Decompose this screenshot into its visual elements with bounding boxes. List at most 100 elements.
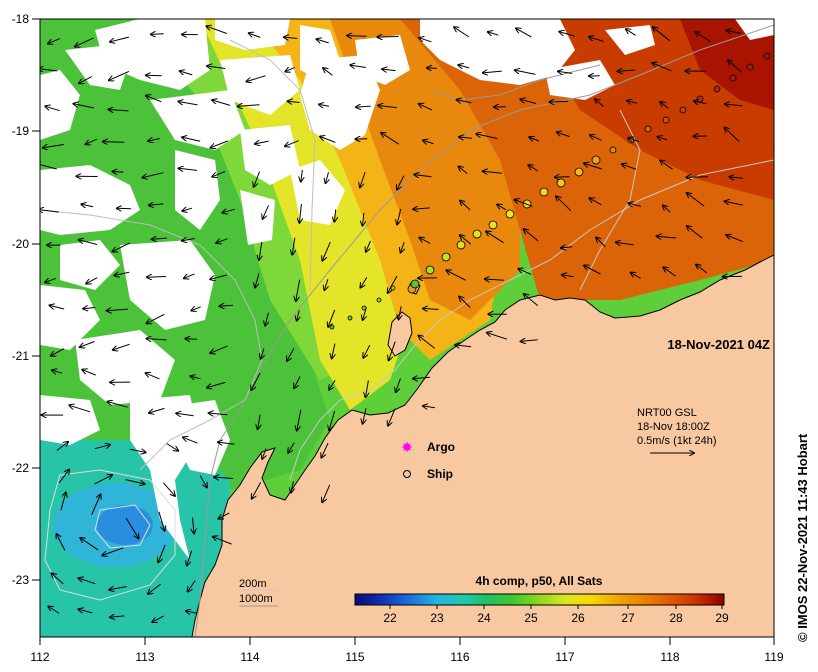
current-vector-arrow	[317, 39, 329, 43]
current-vector-arrow	[414, 175, 432, 177]
current-vector-arrow	[212, 171, 226, 177]
lat-tick-label: -22	[12, 461, 30, 475]
current-vector-arrow	[476, 134, 498, 139]
lon-tick-label: 113	[135, 650, 154, 664]
current-vector-arrow	[57, 534, 66, 551]
current-vector-arrow	[262, 448, 266, 459]
current-vector-arrow	[130, 449, 146, 452]
current-vector-arrow	[694, 101, 707, 104]
current-vector-arrow	[40, 69, 58, 71]
current-vector-arrow	[108, 402, 128, 408]
current-vector-arrow	[663, 267, 676, 277]
current-vector-arrow	[80, 538, 99, 551]
current-vector-arrow	[419, 336, 436, 349]
current-vector-arrow	[524, 294, 539, 306]
current-vector-arrow	[79, 609, 93, 613]
current-vector-arrow	[40, 210, 59, 213]
current-vector-arrow	[294, 376, 301, 389]
current-vector-arrow	[261, 348, 264, 359]
current-vector-arrow	[297, 310, 300, 320]
current-vector-arrow	[265, 312, 268, 326]
current-vector-arrow	[199, 475, 207, 488]
current-vector-arrow	[728, 60, 742, 73]
ship-position	[456, 240, 466, 250]
current-vector-arrow	[183, 437, 198, 444]
current-vector-arrow	[555, 177, 570, 178]
current-vector-arrow	[377, 37, 399, 38]
plot-frame	[39, 18, 775, 638]
current-vector-arrow	[214, 477, 234, 478]
current-vector-arrow	[110, 616, 125, 617]
current-vector-arrow	[427, 68, 437, 69]
current-vector-arrow	[211, 140, 228, 148]
current-vector-arrow	[486, 231, 504, 244]
current-vector-arrow	[457, 100, 472, 103]
current-vector-arrow	[163, 482, 175, 496]
current-vector-arrow	[110, 36, 130, 42]
current-vector-arrow	[296, 279, 301, 301]
current-vector-arrow	[328, 309, 336, 327]
ship-position	[662, 116, 670, 124]
colorbar-tick-label: 26	[571, 611, 585, 625]
current-vector-arrow	[321, 442, 329, 458]
current-vector-arrow	[657, 236, 677, 238]
current-vector-arrow	[207, 381, 226, 387]
current-vector-arrow	[52, 573, 64, 585]
current-vector-arrow	[112, 242, 131, 252]
current-vector-arrow	[210, 274, 227, 279]
current-vector-arrow	[521, 340, 538, 342]
current-vector-arrow	[399, 306, 402, 319]
current-vector-arrow	[182, 239, 195, 241]
current-vector-arrow	[182, 137, 201, 142]
ship-position	[679, 106, 687, 114]
current-vector-arrow	[216, 238, 228, 243]
current-vector-arrow	[529, 137, 540, 141]
colorbar-tick-label: 28	[669, 611, 683, 625]
current-vector-arrow	[329, 410, 336, 430]
current-vector-arrow	[149, 204, 164, 205]
current-vector-arrow	[483, 71, 502, 73]
current-vector-arrow	[209, 413, 228, 415]
current-vector-arrow	[193, 517, 195, 534]
current-vector-arrow	[79, 76, 92, 84]
lat-axis-labels: -18 -19 -20 -21 -22 -23	[12, 12, 30, 587]
current-vector-arrow	[687, 226, 703, 239]
current-vector-arrow	[297, 409, 302, 431]
current-vector-arrow	[557, 132, 570, 138]
current-vector-arrow	[487, 333, 508, 340]
depth-legend: 200m 1000m	[239, 578, 278, 607]
current-vector-arrow	[82, 370, 96, 376]
current-vector-arrow	[158, 511, 165, 531]
map-plot	[40, 19, 774, 637]
current-vector-arrow	[350, 65, 366, 67]
current-vector-arrow	[86, 138, 98, 144]
current-vector-arrow	[185, 339, 198, 340]
current-vectors	[40, 26, 744, 622]
current-vector-arrow	[285, 67, 295, 71]
current-vector-arrow	[48, 607, 60, 614]
ship-legend-label: Ship	[427, 467, 453, 481]
current-vector-arrow	[125, 517, 138, 538]
lon-tick-label: 117	[555, 650, 574, 664]
current-vector-arrow	[80, 341, 95, 348]
current-vector-arrow	[584, 266, 601, 275]
sst-colorbar: 4h comp, p50, All Sats 22 23 24 25 26 27…	[354, 574, 729, 625]
current-vector-arrow	[652, 63, 672, 72]
ship-position	[574, 167, 584, 177]
current-vector-arrow	[319, 104, 330, 106]
current-vector-arrow	[299, 203, 301, 223]
current-vector-arrow	[79, 240, 98, 245]
lon-tick-label: 112	[30, 650, 49, 664]
current-vector-arrow	[727, 31, 741, 34]
ship-position	[713, 85, 721, 93]
current-vector-arrow	[626, 29, 636, 36]
current-vector-arrow	[78, 578, 96, 585]
current-vector-arrow	[419, 238, 431, 244]
current-vector-arrow	[332, 343, 335, 359]
current-vector-arrow	[322, 484, 331, 502]
current-vector-arrow	[631, 273, 641, 279]
current-vector-arrow	[287, 347, 295, 361]
current-vector-arrow	[363, 408, 366, 423]
ship-icon	[403, 470, 411, 478]
current-vector-arrow	[52, 370, 63, 373]
